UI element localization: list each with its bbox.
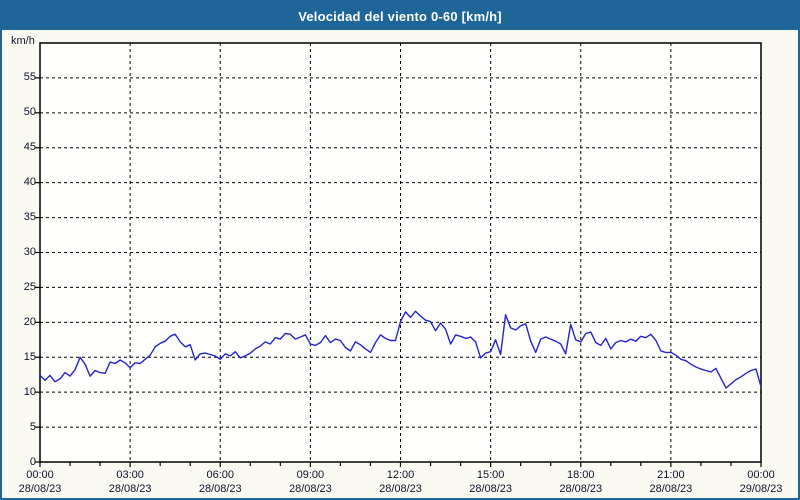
wind-speed-line (39, 310, 762, 389)
y-axis-unit-label: km/h (11, 35, 35, 47)
wind-speed-plot (35, 42, 762, 467)
chart-title: Velocidad del viento 0-60 [km/h] (298, 8, 502, 24)
chart-area: km/h 0 5 10 15 20 25 30 35 40 45 50 55 00:00 28/08/23… (2, 30, 798, 498)
title-bar: Velocidad del viento 0-60 [km/h] (2, 2, 798, 30)
